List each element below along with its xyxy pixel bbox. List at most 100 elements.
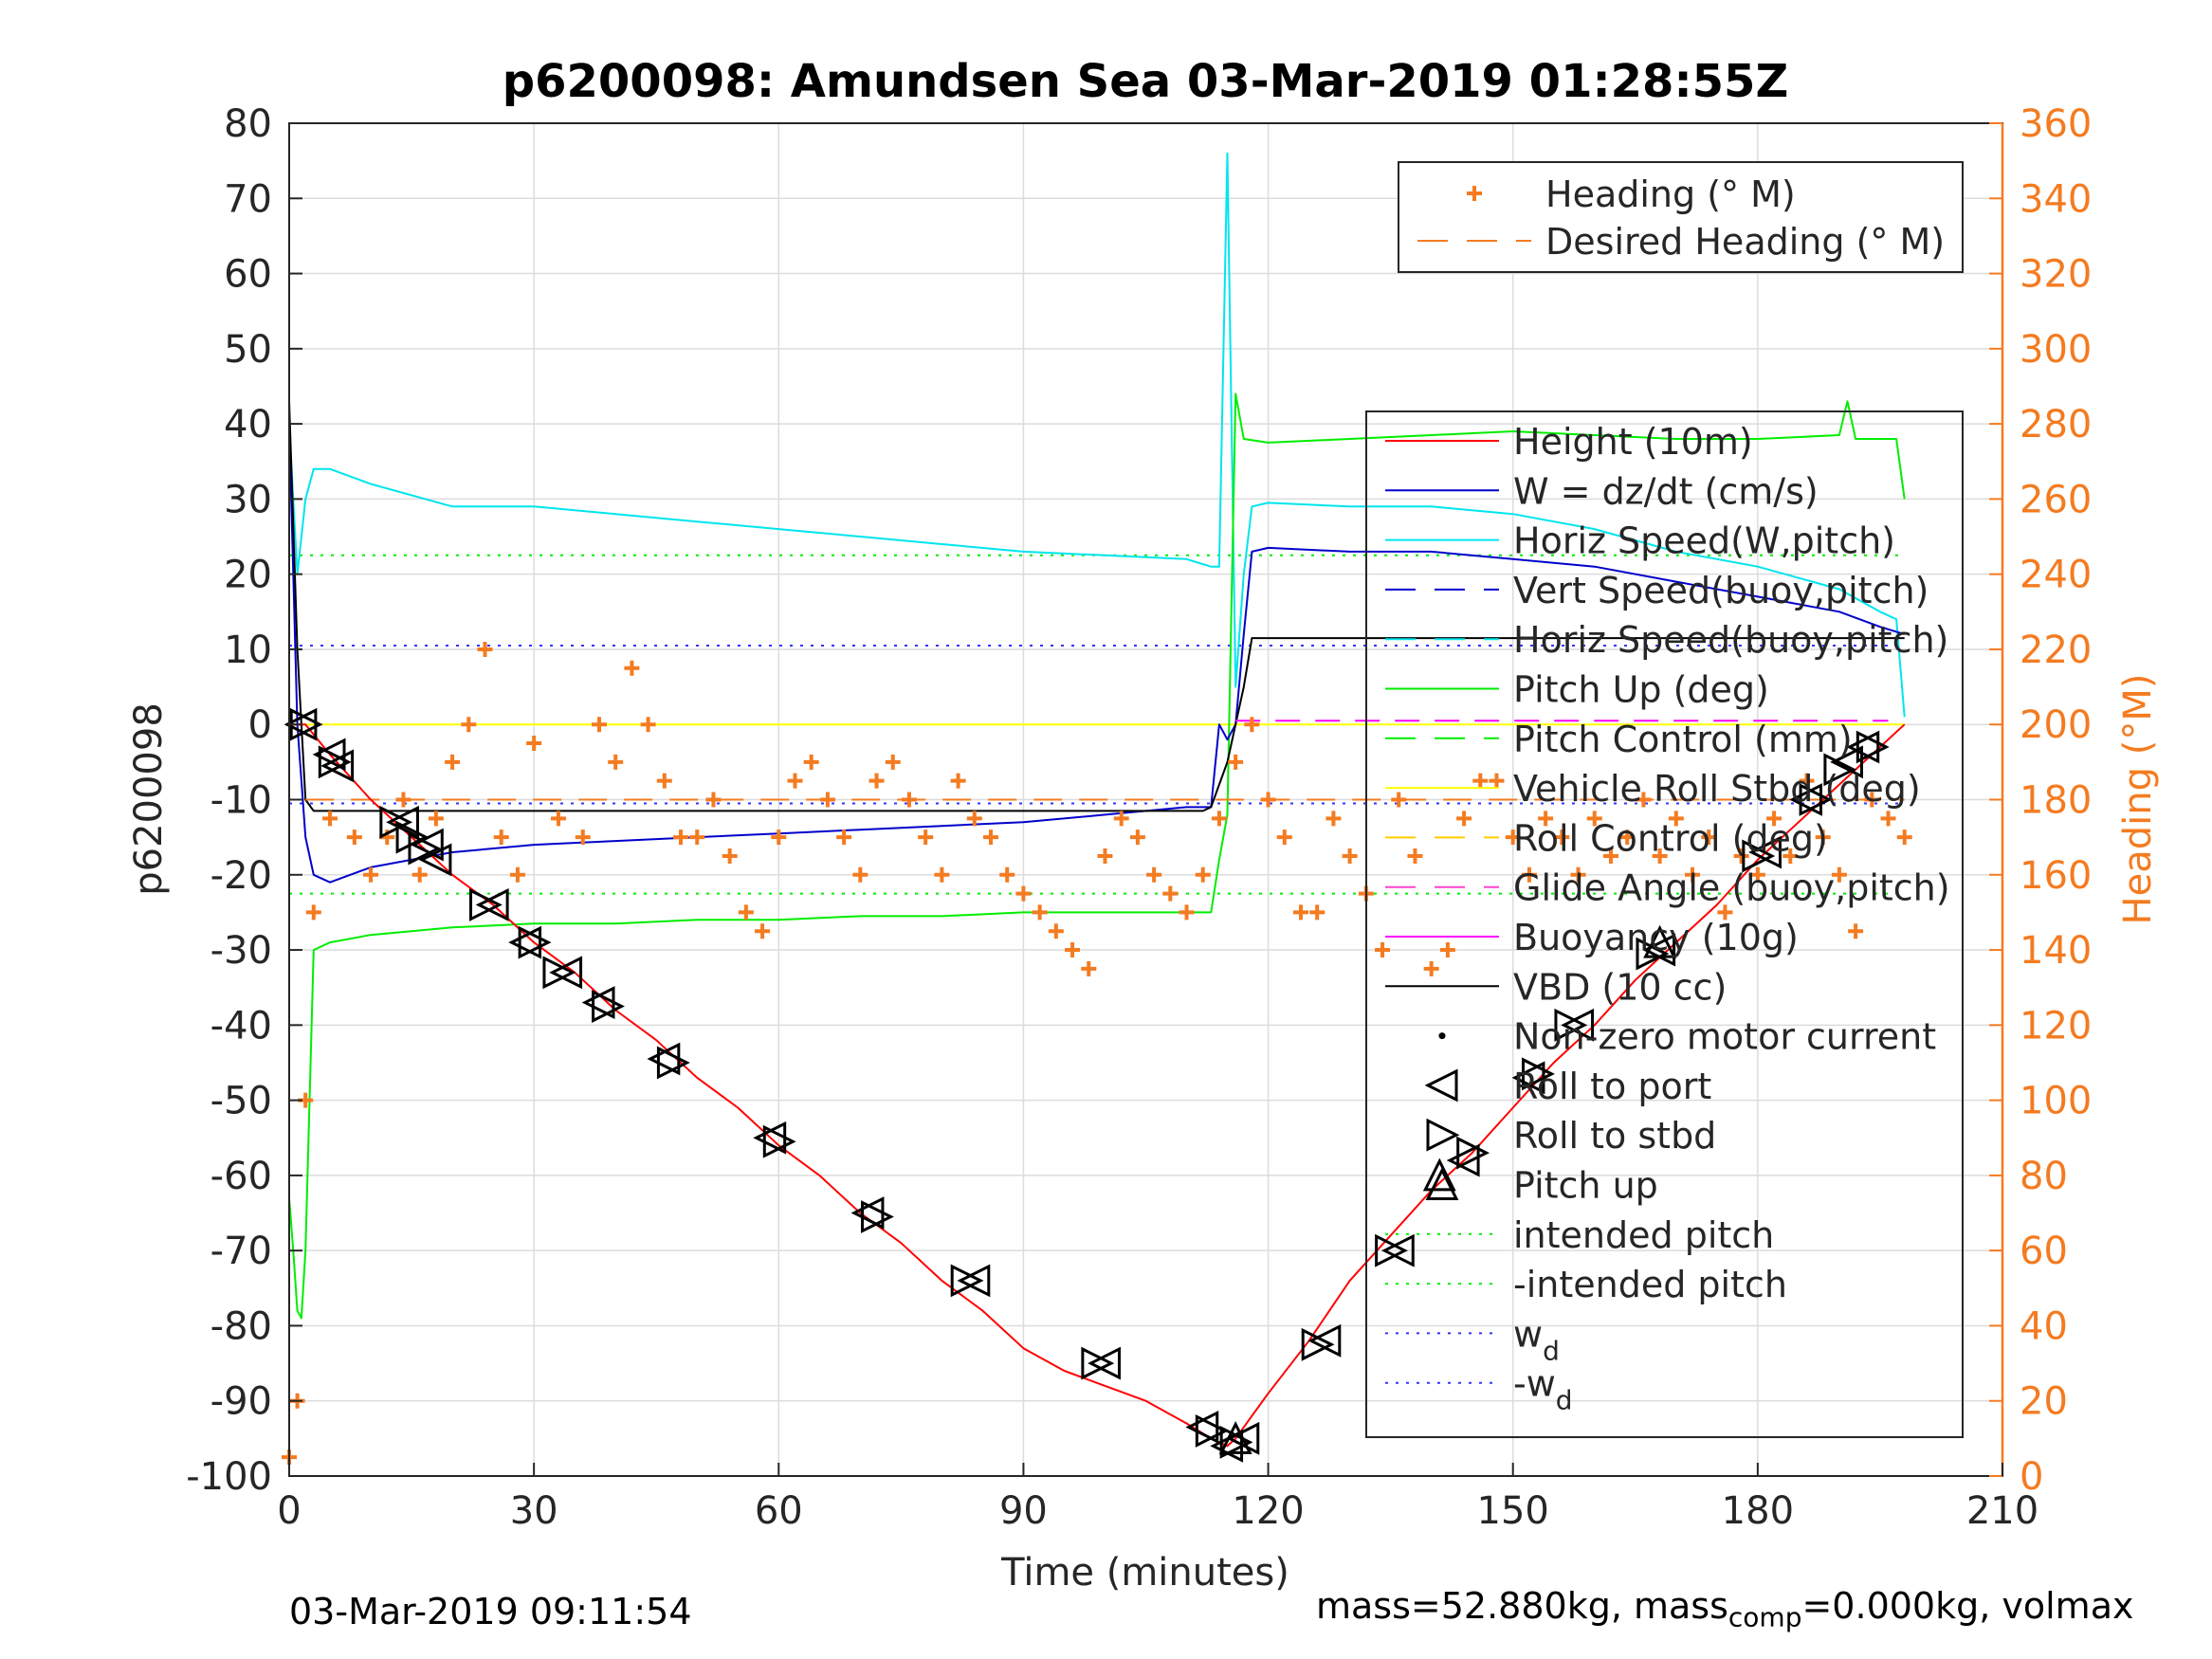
y-tick-label-right: 240 [2020, 554, 2092, 597]
y-tick-label-left: -40 [210, 1004, 272, 1048]
heading-point [1685, 866, 1701, 883]
roll-port-marker [1789, 783, 1822, 816]
roll-stbd-marker [1081, 1346, 1115, 1380]
heading-point [526, 736, 542, 752]
heading-point [1179, 904, 1195, 921]
series-line-height-10m [289, 723, 1906, 1448]
heading-point [1407, 848, 1423, 864]
legend-label: Desired Heading (° M) [1545, 221, 1945, 263]
x-axis: 0 30 60 90 120 150 180 210 [277, 1463, 2038, 1533]
roll-stbd-marker [656, 1046, 690, 1080]
pitch-up-marker [1218, 1421, 1252, 1454]
footer-mass-tail: =0.000kg, volmax [1801, 1585, 2134, 1627]
roll-stbd-marker [1554, 1008, 1588, 1042]
roll-stbd-marker [950, 1264, 984, 1298]
heading-point [1489, 773, 1505, 789]
legend-main: Height (10m) W = dz/dt (cm/s) Horiz Speed(… [1365, 410, 1964, 1438]
legend-label: Horiz Speed(buoy,pitch) [1513, 619, 1948, 661]
y-axis-label-right: Heading (°M) [2116, 674, 2160, 925]
heading-point [1733, 848, 1749, 864]
x-axis-label: Time (minutes) [1000, 1551, 1289, 1595]
roll-port-marker [418, 843, 452, 877]
roll-stbd-marker [318, 745, 352, 779]
heading-point [363, 866, 379, 883]
roll-stbd-marker [762, 1124, 796, 1158]
x-tick-label: 150 [1477, 1489, 1549, 1533]
legend-label: Height (10m) [1513, 421, 1753, 463]
heading-point [1129, 830, 1145, 846]
pitch-up-marker [1422, 1158, 1456, 1192]
right-axis: 0 20 40 60 80 100 120 140 160 180 200 220 240 260 280 3… [1989, 102, 2092, 1499]
heading-point [918, 830, 934, 846]
y-tick-label-left: -20 [210, 854, 272, 898]
heading-point [1375, 942, 1391, 958]
roll-stbd-marker [542, 956, 576, 990]
y-tick-label-left: -30 [210, 929, 272, 973]
legend-label: Roll to stbd [1513, 1115, 1716, 1157]
heading-point [999, 866, 1015, 883]
heading-point [1439, 942, 1455, 958]
roll-port-marker [386, 805, 419, 839]
roll-stbd-marker [1823, 753, 1857, 787]
heading-point [1211, 811, 1227, 827]
heading-point [1602, 848, 1618, 864]
x-tick-label: 120 [1232, 1489, 1304, 1533]
roll-stbd-marker [1195, 1414, 1229, 1448]
heading-point [608, 754, 624, 770]
heading-point [1815, 830, 1831, 846]
y-tick-label-right: 260 [2020, 478, 2092, 521]
heading-point [1195, 866, 1211, 883]
heading-point [1701, 830, 1717, 846]
chart-title: p6200098: Amundsen Sea 03-Mar-2019 01:28… [503, 55, 1789, 108]
legend-label: VBD (10 cc) [1513, 966, 1727, 1008]
heading-point [787, 773, 803, 789]
heading-point [656, 773, 672, 789]
heading-point [983, 830, 999, 846]
heading-point [395, 792, 411, 808]
footer-date: 03-Mar-2019 09:11:54 [289, 1591, 692, 1632]
x-tick-label: 0 [277, 1489, 301, 1533]
heading-point [1276, 830, 1292, 846]
heading-point [1244, 717, 1260, 733]
heading-point [461, 717, 477, 733]
heading-point [852, 866, 868, 883]
heading-point [1864, 792, 1880, 808]
series-line-horiz-speed-w-pitch [288, 152, 1906, 718]
heading-point [1749, 866, 1765, 883]
y-tick-label-left: 60 [224, 253, 272, 297]
heading-point [346, 830, 362, 846]
heading-point [1472, 773, 1489, 789]
legend-label: W = dz/dt (cm/s) [1513, 470, 1819, 512]
legend-label: -intended pitch [1513, 1264, 1787, 1305]
heading-point [950, 773, 966, 789]
heading-point [1309, 904, 1325, 921]
heading-point [1831, 866, 1847, 883]
marker-layer [282, 641, 1912, 1466]
y-tick-label-left: 80 [224, 102, 272, 146]
series-layer [288, 152, 1906, 1448]
roll-port-marker [1846, 730, 1880, 764]
roll-stbd-marker [1301, 1327, 1335, 1361]
y-tick-label-left: -10 [210, 779, 272, 823]
heading-point [738, 904, 754, 921]
heading-point [722, 848, 738, 864]
x-tick-label: 180 [1722, 1489, 1794, 1533]
legend-swatch [1424, 1068, 1458, 1103]
heading-point [1113, 811, 1129, 827]
legend-swatch [1426, 1118, 1460, 1152]
roll-port-marker [1561, 1008, 1595, 1042]
roll-port-marker [549, 956, 583, 990]
heading-point [1554, 830, 1570, 846]
y-tick-label-right: 300 [2020, 328, 2092, 372]
roll-port-marker [508, 925, 542, 959]
roll-port-marker [1088, 1346, 1121, 1380]
y-tick-label-left: 40 [224, 403, 272, 447]
legend-label: Glide Angle (buoy,pitch) [1513, 867, 1950, 909]
heading-point [1668, 811, 1684, 827]
roll-stbd-marker [1856, 730, 1890, 764]
legend-main-box [1365, 410, 1964, 1438]
roll-stbd-marker [861, 1200, 894, 1233]
roll-port-marker [957, 1264, 991, 1298]
y-tick-label-right: 120 [2020, 1004, 2092, 1048]
